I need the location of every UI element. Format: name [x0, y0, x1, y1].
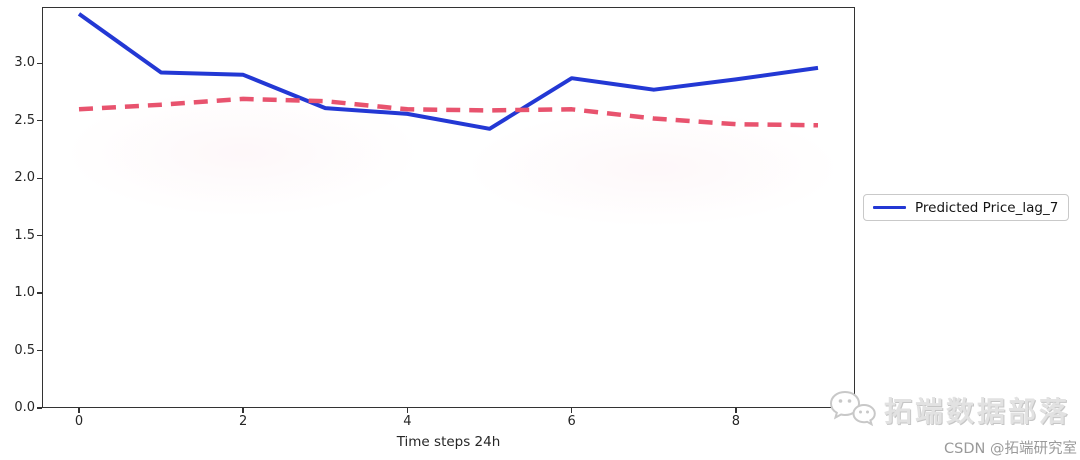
- watermark: 拓端数据部落: [828, 388, 1070, 432]
- csdn-watermark-text: CSDN @拓端研究室: [944, 441, 1077, 457]
- y-tick-mark: [37, 177, 42, 179]
- y-tick-mark: [37, 292, 42, 294]
- y-tick-mark: [37, 120, 42, 122]
- y-tick-label: 0.0: [14, 400, 35, 415]
- x-tick-label: 0: [74, 414, 84, 429]
- x-tick-label: 8: [731, 414, 741, 429]
- y-tick-label: 2.0: [14, 170, 35, 186]
- x-axis-label: Time steps 24h: [396, 434, 501, 450]
- red-dashed-line: [78, 96, 819, 128]
- x-tick-label: 4: [403, 414, 412, 429]
- x-tick-mark: [78, 408, 80, 413]
- y-tick-mark: [37, 349, 42, 352]
- x-tick-mark: [406, 408, 409, 413]
- x-tick-label: 6: [567, 414, 576, 429]
- y-tick-label: 0.5: [14, 342, 35, 358]
- x-tick-mark: [570, 408, 573, 413]
- y-tick-label: 1.5: [14, 227, 35, 243]
- y-tick-mark: [37, 407, 42, 409]
- legend: Predicted Price_lag_7: [863, 194, 1070, 221]
- legend-line-swatch: [873, 205, 906, 210]
- x-tick-label: 2: [239, 414, 248, 429]
- y-tick-label: 2.5: [14, 112, 35, 128]
- x-tick-mark: [735, 408, 737, 413]
- x-tick-mark: [242, 408, 244, 413]
- plot-area-svg: [77, 12, 819, 131]
- legend-label: Predicted Price_lag_7: [915, 199, 1059, 216]
- y-tick-label: 3.0: [14, 55, 35, 71]
- predicted-price-line: [77, 12, 819, 131]
- watermark-brand-text: 拓端数据部落: [884, 395, 1071, 428]
- y-tick-mark: [37, 234, 42, 237]
- wechat-icon: [829, 390, 876, 427]
- y-tick-label: 1.0: [14, 285, 35, 301]
- y-tick-mark: [37, 62, 42, 64]
